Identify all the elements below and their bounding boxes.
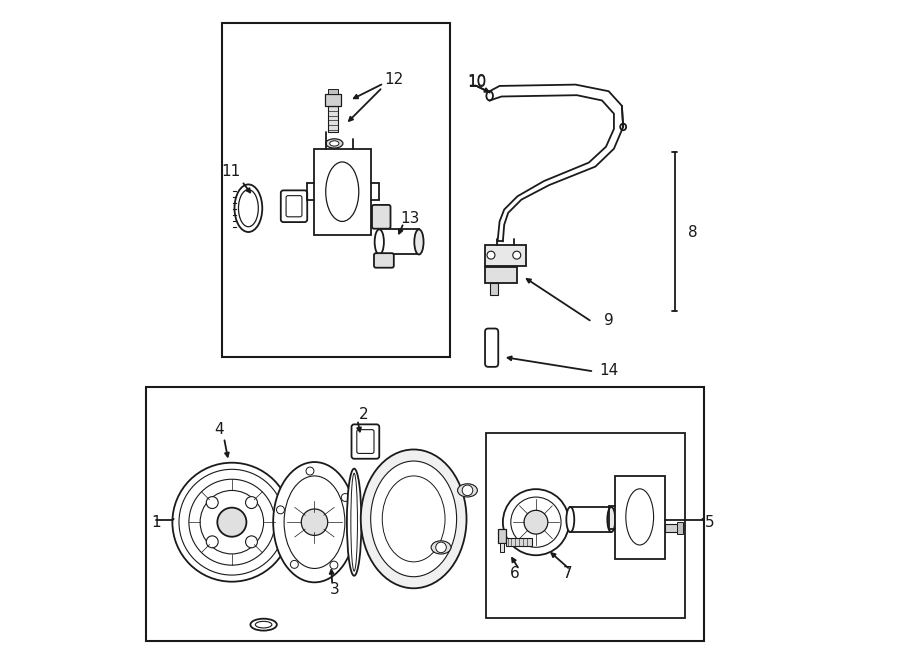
Text: 6: 6	[510, 566, 519, 581]
Circle shape	[206, 496, 218, 508]
Text: 7: 7	[562, 566, 572, 581]
Ellipse shape	[329, 141, 339, 146]
Bar	[486, 433, 685, 618]
Circle shape	[503, 489, 569, 555]
Text: 12: 12	[384, 72, 403, 87]
Bar	[677, 522, 683, 534]
Text: 14: 14	[599, 363, 618, 377]
Bar	[498, 529, 506, 543]
Ellipse shape	[374, 229, 384, 254]
Ellipse shape	[486, 91, 493, 100]
Bar	[506, 538, 532, 546]
Text: 10: 10	[467, 74, 486, 89]
Bar	[665, 524, 680, 532]
Text: 3: 3	[329, 582, 339, 597]
Circle shape	[436, 542, 446, 553]
Ellipse shape	[566, 507, 574, 532]
Ellipse shape	[620, 124, 626, 130]
FancyBboxPatch shape	[286, 196, 302, 217]
Bar	[328, 89, 338, 94]
Ellipse shape	[346, 469, 362, 576]
Ellipse shape	[250, 619, 277, 631]
Polygon shape	[616, 476, 665, 559]
Bar	[379, 229, 418, 254]
Circle shape	[513, 251, 521, 259]
Ellipse shape	[274, 462, 356, 582]
Ellipse shape	[431, 541, 451, 554]
Ellipse shape	[351, 473, 357, 571]
Bar	[325, 94, 341, 106]
Bar	[222, 23, 450, 357]
Ellipse shape	[238, 190, 258, 227]
Bar	[485, 267, 517, 283]
Circle shape	[302, 509, 328, 535]
Bar	[328, 106, 338, 132]
FancyBboxPatch shape	[352, 424, 379, 459]
Bar	[571, 507, 611, 532]
Bar	[146, 387, 705, 641]
Ellipse shape	[326, 139, 343, 148]
Ellipse shape	[361, 449, 466, 588]
FancyBboxPatch shape	[356, 430, 374, 453]
FancyBboxPatch shape	[485, 329, 499, 367]
Text: 1: 1	[151, 515, 161, 529]
Circle shape	[524, 510, 548, 534]
Circle shape	[330, 561, 338, 569]
FancyBboxPatch shape	[374, 253, 394, 268]
Ellipse shape	[326, 162, 359, 221]
FancyBboxPatch shape	[372, 205, 391, 229]
Text: 10: 10	[467, 75, 486, 90]
Ellipse shape	[626, 488, 653, 545]
Circle shape	[173, 463, 292, 582]
Text: 13: 13	[400, 211, 420, 225]
Circle shape	[246, 536, 257, 548]
Bar	[500, 543, 504, 552]
Circle shape	[487, 251, 495, 259]
Circle shape	[217, 508, 247, 537]
Ellipse shape	[235, 184, 262, 232]
Text: 2: 2	[359, 407, 369, 422]
Bar	[485, 245, 526, 266]
Ellipse shape	[608, 507, 616, 532]
Text: 9: 9	[604, 313, 614, 328]
Circle shape	[463, 485, 473, 496]
Circle shape	[306, 467, 314, 475]
Ellipse shape	[256, 621, 272, 628]
Text: 4: 4	[214, 422, 223, 437]
Circle shape	[206, 536, 218, 548]
Ellipse shape	[457, 484, 477, 497]
Text: 5: 5	[705, 515, 715, 529]
Text: 11: 11	[220, 165, 240, 179]
Bar	[491, 283, 499, 295]
Circle shape	[276, 506, 284, 514]
Polygon shape	[314, 149, 371, 235]
Ellipse shape	[414, 229, 424, 254]
Circle shape	[291, 561, 298, 568]
Text: 8: 8	[688, 225, 698, 240]
FancyBboxPatch shape	[281, 190, 307, 222]
Circle shape	[341, 494, 349, 502]
Ellipse shape	[371, 461, 456, 576]
Circle shape	[246, 496, 257, 508]
